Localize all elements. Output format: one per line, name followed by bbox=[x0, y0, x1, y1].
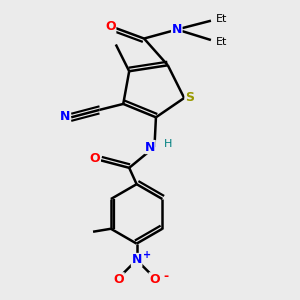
Text: -: - bbox=[164, 270, 169, 283]
Text: N: N bbox=[59, 110, 70, 123]
Text: +: + bbox=[142, 250, 151, 260]
Text: N: N bbox=[172, 23, 182, 36]
Text: N: N bbox=[131, 254, 142, 266]
Text: N: N bbox=[145, 140, 155, 154]
Text: S: S bbox=[185, 92, 194, 104]
Text: O: O bbox=[149, 273, 160, 286]
Text: Et: Et bbox=[216, 37, 227, 46]
Text: O: O bbox=[105, 20, 116, 33]
Text: H: H bbox=[164, 139, 172, 149]
Text: O: O bbox=[113, 273, 124, 286]
Text: Et: Et bbox=[216, 14, 227, 24]
Text: O: O bbox=[90, 152, 100, 165]
